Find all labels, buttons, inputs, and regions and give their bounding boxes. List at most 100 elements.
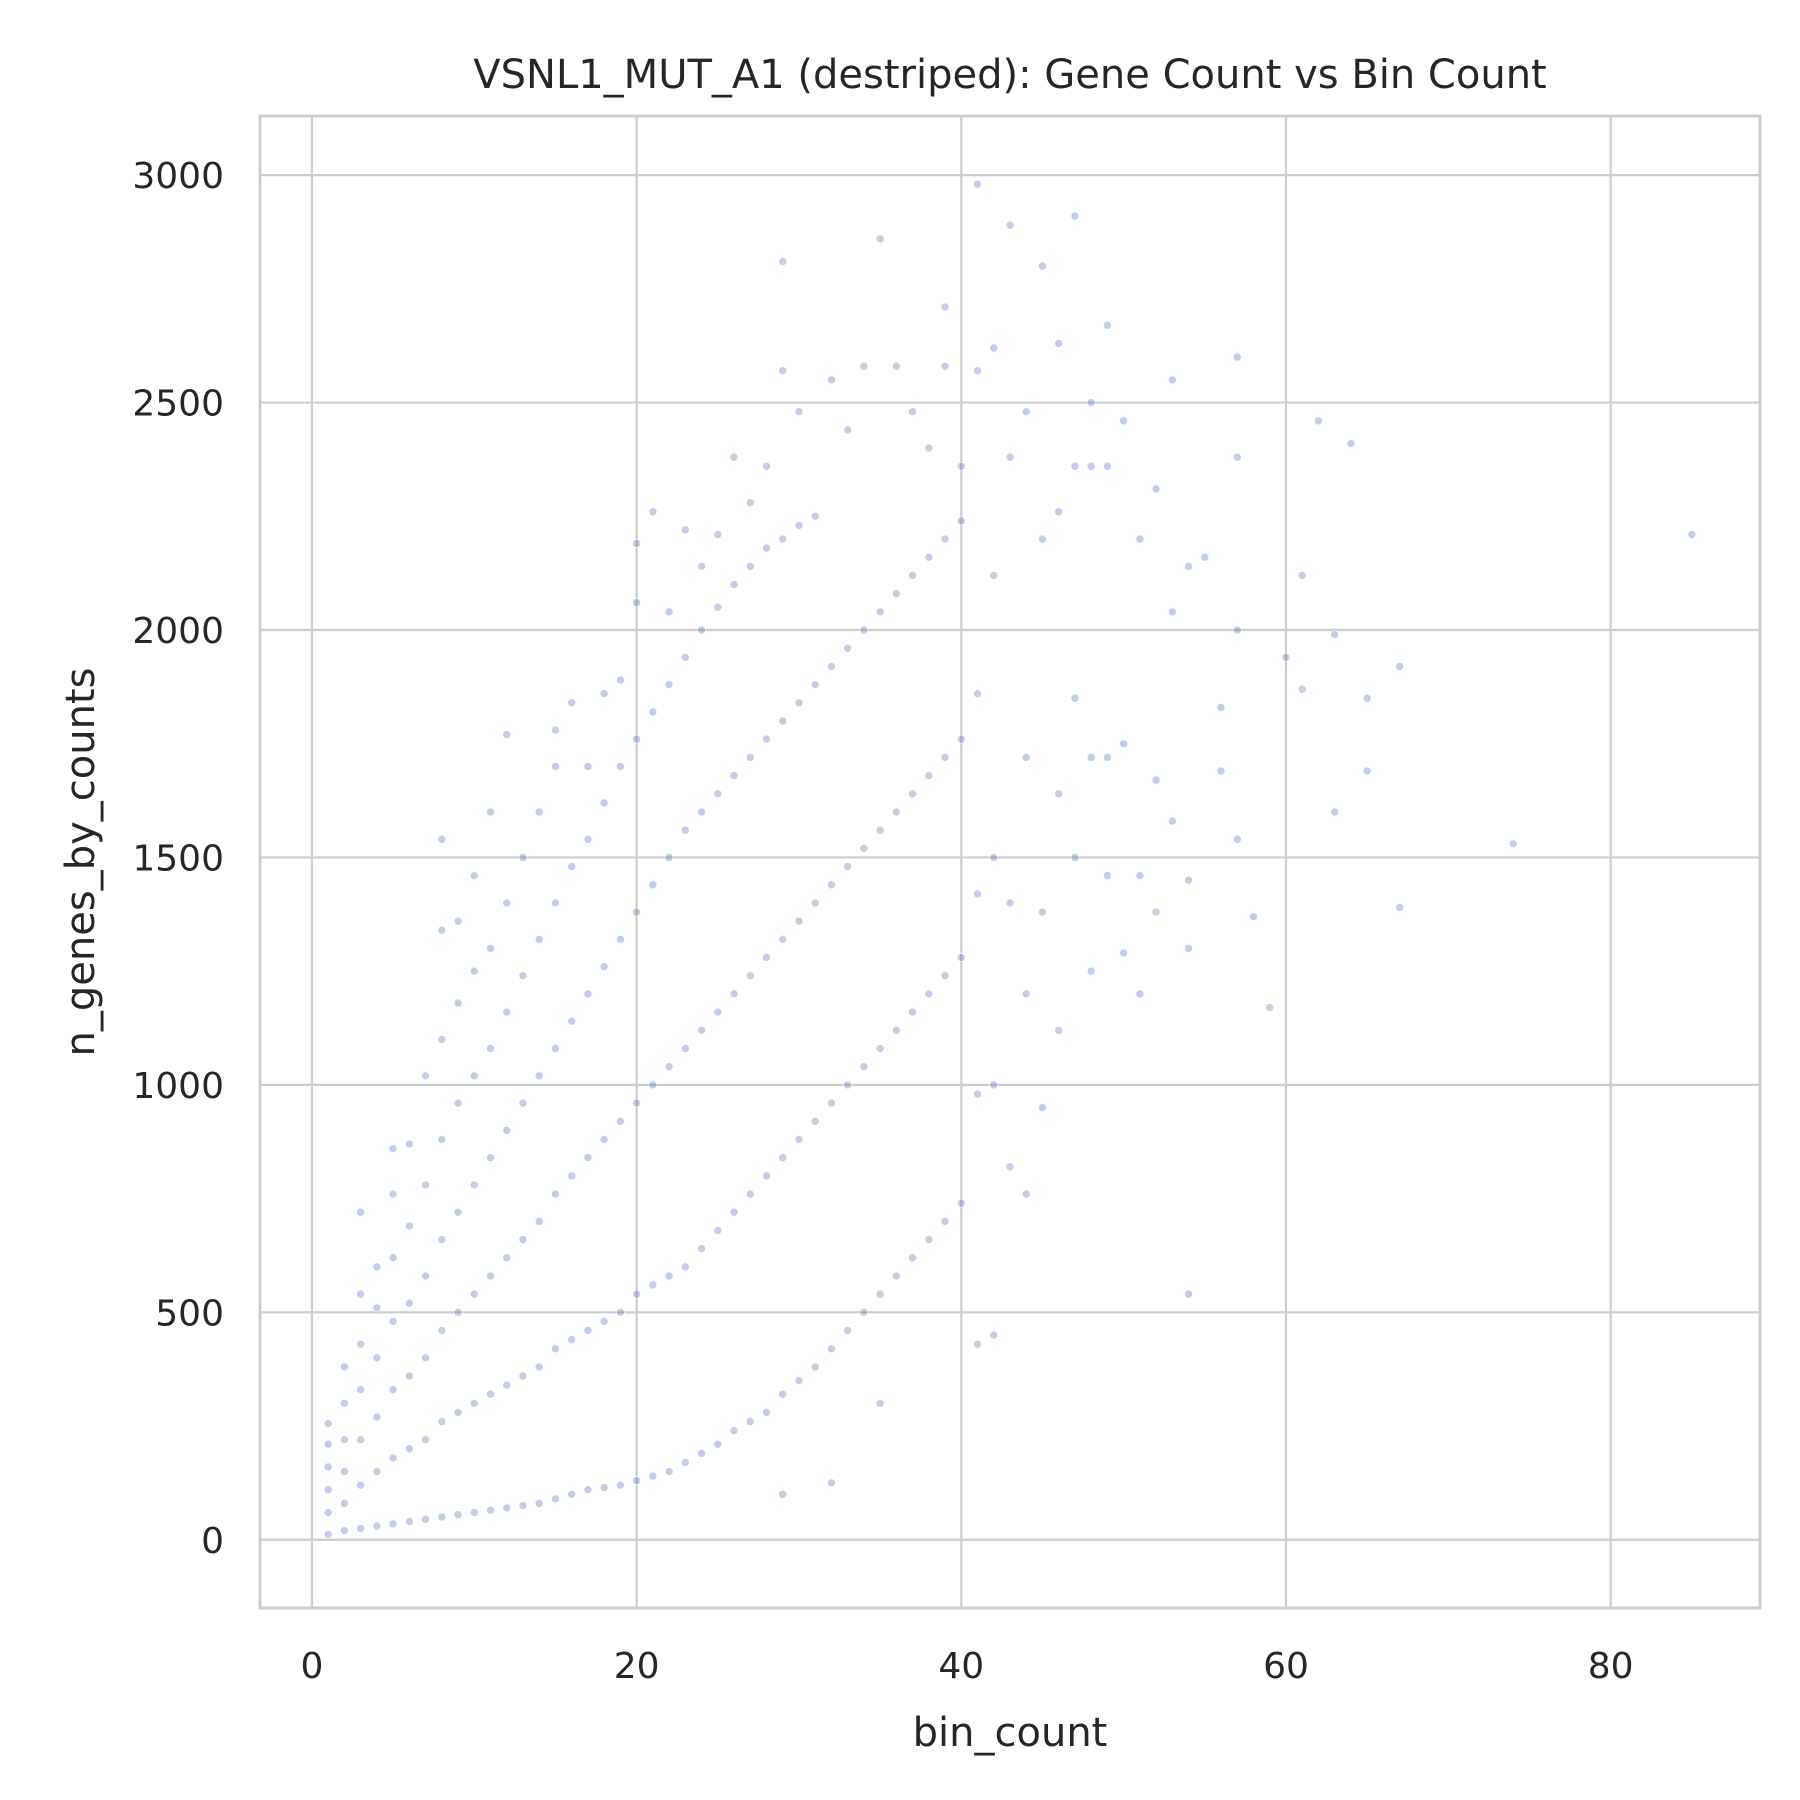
- data-point: [875, 607, 885, 617]
- data-point: [875, 1289, 885, 1299]
- data-point: [340, 1467, 349, 1476]
- data-point: [1054, 507, 1064, 517]
- data-point: [486, 1153, 495, 1162]
- data-point: [794, 698, 804, 708]
- data-point: [810, 898, 820, 908]
- data-point: [632, 1289, 641, 1299]
- data-point: [1346, 439, 1356, 448]
- data-point: [778, 935, 788, 944]
- data-point: [989, 853, 999, 862]
- data-point: [486, 1271, 495, 1281]
- data-point: [729, 1207, 739, 1217]
- y-tick-label-3000: 3000: [132, 156, 224, 197]
- data-point: [469, 1180, 479, 1190]
- data-point: [908, 407, 917, 416]
- data-point: [1151, 907, 1161, 917]
- data-point: [1508, 839, 1518, 849]
- data-point: [875, 1399, 885, 1408]
- data-point: [1103, 320, 1112, 330]
- data-point: [729, 1426, 739, 1435]
- data-point: [762, 543, 771, 553]
- data-point: [518, 1501, 528, 1510]
- data-point: [405, 1221, 414, 1231]
- data-point: [421, 1271, 430, 1281]
- x-tick-labels: 0 20 40 60 80: [300, 1646, 1633, 1687]
- data-point: [973, 689, 982, 698]
- data-point: [648, 1471, 658, 1481]
- data-point: [1119, 948, 1128, 958]
- data-point: [616, 675, 625, 685]
- data-point: [908, 789, 917, 799]
- y-tick-labels: 0 500 1000 1500 2000 2500 3000: [132, 156, 224, 1562]
- gridlines: [260, 116, 1760, 1608]
- data-point: [518, 1371, 528, 1381]
- data-point: [1054, 1026, 1064, 1035]
- data-point: [1200, 552, 1210, 562]
- data-point: [762, 734, 771, 744]
- data-point: [518, 853, 528, 862]
- data-point: [778, 366, 788, 376]
- data-point: [892, 361, 901, 371]
- data-point: [1086, 753, 1096, 762]
- data-point: [356, 1289, 365, 1299]
- data-point: [632, 598, 641, 608]
- data-point: [729, 580, 739, 589]
- data-point: [989, 1330, 999, 1340]
- data-point: [1232, 625, 1242, 635]
- data-point: [1103, 461, 1112, 471]
- data-point: [956, 734, 966, 744]
- data-point: [1103, 753, 1112, 762]
- data-point: [648, 507, 658, 517]
- data-point: [437, 1417, 447, 1426]
- data-point: [875, 234, 885, 244]
- data-point: [1330, 630, 1339, 639]
- data-point: [583, 1153, 593, 1162]
- data-point: [713, 789, 723, 799]
- data-point: [388, 1317, 398, 1326]
- data-point: [778, 534, 788, 544]
- data-point: [697, 807, 706, 817]
- x-tick-label-20: 20: [614, 1646, 660, 1687]
- data-point: [534, 935, 544, 944]
- data-point: [502, 1007, 512, 1017]
- data-point: [405, 1444, 414, 1454]
- data-point: [453, 1207, 463, 1217]
- data-point: [664, 680, 674, 689]
- data-point: [616, 1116, 625, 1126]
- data-point: [583, 834, 593, 844]
- data-point: [356, 1435, 365, 1444]
- data-point: [681, 825, 690, 835]
- data-point: [372, 1353, 382, 1363]
- data-point: [1687, 530, 1697, 539]
- data-point: [794, 521, 804, 530]
- data-point: [323, 1530, 333, 1539]
- data-point: [1297, 684, 1307, 694]
- data-point: [405, 1517, 414, 1526]
- data-point: [356, 1339, 365, 1349]
- data-point: [551, 1189, 560, 1199]
- data-point: [859, 1308, 869, 1317]
- data-point: [453, 1510, 463, 1520]
- data-point: [1184, 1289, 1193, 1299]
- data-point: [437, 1035, 447, 1044]
- data-point: [1070, 853, 1080, 862]
- data-point: [664, 1271, 674, 1281]
- data-point: [388, 1144, 398, 1153]
- data-point: [908, 571, 917, 580]
- data-point: [697, 1449, 706, 1458]
- data-point: [502, 1503, 512, 1513]
- data-point: [713, 602, 723, 612]
- data-point: [648, 1280, 658, 1290]
- data-point: [534, 1071, 544, 1081]
- data-point: [599, 962, 609, 971]
- data-point: [697, 562, 706, 571]
- data-point: [567, 698, 576, 708]
- data-point: [1232, 834, 1242, 844]
- data-point: [486, 807, 495, 817]
- data-point: [1021, 753, 1031, 762]
- data-point: [453, 1408, 463, 1417]
- data-point: [551, 1494, 560, 1504]
- data-point: [323, 1419, 333, 1429]
- data-point: [713, 1007, 723, 1017]
- data-point: [1216, 766, 1226, 776]
